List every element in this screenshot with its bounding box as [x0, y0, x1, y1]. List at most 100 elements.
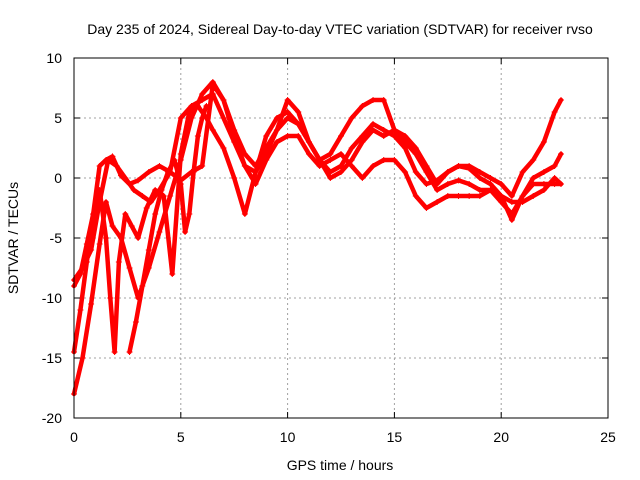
data-point [508, 199, 515, 205]
data-point [96, 241, 103, 247]
data-point [177, 115, 184, 121]
data-point [190, 169, 197, 175]
x-tick-label: 5 [177, 429, 185, 445]
data-point [186, 211, 193, 217]
data-point [466, 193, 473, 199]
chart-title: Day 235 of 2024, Sidereal Day-to-day VTE… [87, 21, 593, 37]
data-point [391, 157, 398, 163]
data-point [466, 181, 473, 187]
data-point [126, 265, 133, 271]
data-point [380, 133, 387, 139]
data-point [476, 175, 483, 181]
y-tick-label: -20 [42, 410, 62, 426]
data-point [316, 157, 323, 163]
y-tick-label: 5 [54, 110, 62, 126]
data-point [370, 127, 377, 133]
data-point [115, 259, 122, 265]
data-point [519, 169, 526, 175]
data-point [203, 103, 210, 109]
data-point [444, 193, 451, 199]
data-point [77, 271, 84, 277]
data-point [348, 157, 355, 163]
data-point [103, 235, 110, 241]
data-point [209, 79, 216, 85]
data-point [558, 97, 565, 103]
data-point [96, 187, 103, 193]
data-point [130, 187, 137, 193]
y-tick-label: 10 [46, 50, 62, 66]
data-point [284, 109, 291, 115]
data-point [359, 175, 366, 181]
data-point [186, 109, 193, 115]
data-point [113, 163, 120, 169]
data-point [103, 199, 110, 205]
data-point [348, 163, 355, 169]
x-tick-label: 0 [70, 429, 78, 445]
data-point [169, 271, 176, 277]
data-point [359, 139, 366, 145]
data-point [145, 169, 152, 175]
data-point [156, 163, 163, 169]
data-point [199, 115, 206, 121]
data-point [90, 211, 97, 217]
data-point [171, 157, 178, 163]
data-point [126, 349, 133, 355]
y-tick-label: 0 [54, 170, 62, 186]
data-point [241, 211, 248, 217]
data-point [252, 169, 259, 175]
data-point [79, 355, 86, 361]
data-point [231, 175, 238, 181]
data-point [508, 217, 515, 223]
data-point [241, 151, 248, 157]
data-point [220, 115, 227, 121]
data-point [370, 121, 377, 127]
y-axis-label: SDTVAR / TECUs [5, 182, 21, 294]
data-point [476, 193, 483, 199]
data-point [109, 153, 116, 160]
data-point [231, 127, 238, 133]
data-point [434, 187, 441, 193]
data-point [444, 181, 451, 187]
data-point [158, 187, 165, 193]
ticks: 0 5 10 15 20 25 -20 -15 -10 -5 0 5 10 [42, 50, 616, 445]
series-track-3 [71, 91, 565, 283]
data-point [412, 169, 419, 175]
data-point [88, 247, 95, 253]
data-point [476, 169, 483, 175]
data-point [412, 193, 419, 199]
data-point [423, 169, 430, 175]
data-point [540, 139, 547, 145]
data-point [145, 247, 152, 253]
data-point [551, 175, 558, 181]
data-point [530, 175, 537, 181]
y-tick-label: -15 [42, 350, 62, 366]
data-point [380, 127, 387, 133]
data-point [391, 133, 398, 139]
data-point [434, 199, 441, 205]
data-point [284, 133, 291, 139]
series-track-5 [126, 103, 210, 355]
data-point [338, 151, 344, 157]
data-point [455, 163, 462, 169]
data-point [402, 133, 409, 139]
y-tick-label: -10 [42, 290, 62, 306]
data-point [139, 193, 146, 199]
data-point [263, 133, 270, 139]
series-line [71, 103, 564, 355]
data-point [139, 283, 146, 289]
data-point [194, 133, 201, 139]
data-point [194, 103, 201, 109]
data-point [359, 133, 366, 139]
data-point [231, 139, 238, 145]
data-point [348, 145, 355, 151]
data-point [199, 163, 206, 169]
data-point [348, 115, 355, 121]
data-point [519, 199, 526, 205]
data-point [182, 229, 189, 235]
data-point [295, 133, 302, 139]
data-point [359, 103, 366, 109]
data-point [164, 169, 171, 175]
data-point [220, 97, 227, 103]
